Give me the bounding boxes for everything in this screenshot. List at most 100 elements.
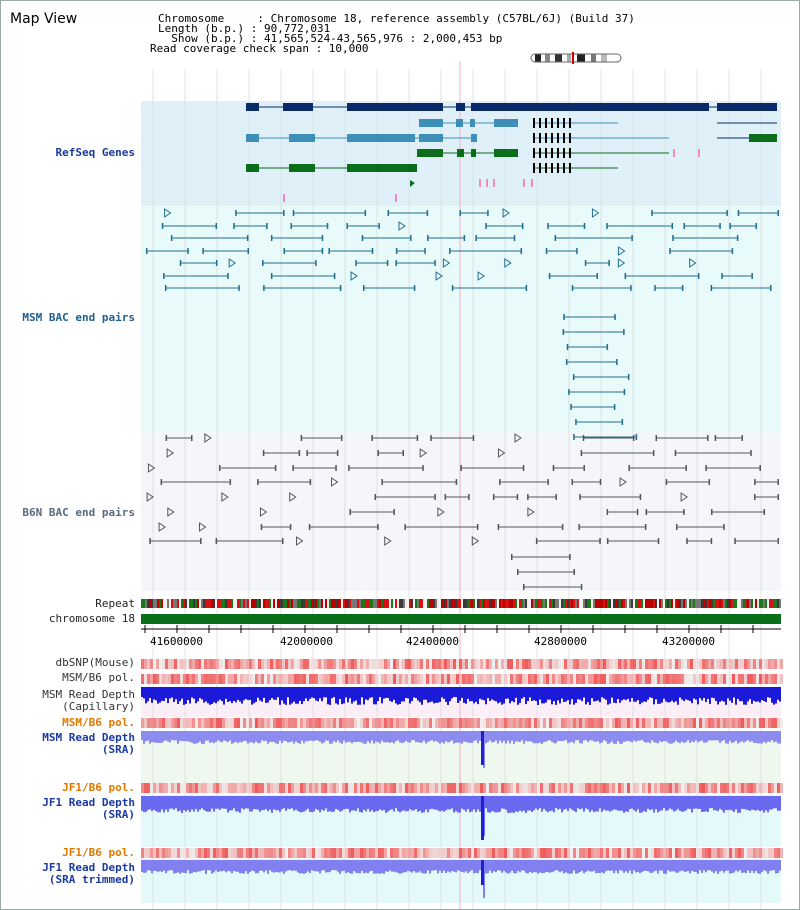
msm-sra-depth-bar <box>341 731 343 744</box>
msm-cap-depth-bar <box>373 687 375 705</box>
dbsnp-cell <box>234 659 237 669</box>
msm-pol2-cell <box>282 718 285 728</box>
refseq-track-label[interactable]: RefSeq Genes <box>55 146 135 159</box>
jf1-sra-depth-bar <box>469 796 471 813</box>
jf1-trim-depth-bar <box>513 860 515 874</box>
dbsnp-cell <box>423 659 426 669</box>
msm-pol-cell <box>300 674 303 684</box>
msm-bac-end <box>355 260 357 266</box>
msm-cap-depth-bar <box>189 687 191 704</box>
jf1-trim-depth-bar <box>751 860 753 871</box>
jf1-pol2-cell <box>372 848 375 858</box>
msm-bac-arrow <box>442 258 451 268</box>
msm-cap-depth-bar <box>577 687 579 700</box>
msm-cap-depth-bar <box>439 687 441 702</box>
jf1-trim-depth-bar <box>731 860 733 874</box>
repeat-segment <box>177 599 179 608</box>
msm-sra-depth-bar <box>681 731 683 742</box>
msm-sra-depth-bar <box>245 731 247 742</box>
jf1-pol2-cell <box>714 848 717 858</box>
jf1-sra-depth-bar <box>573 796 575 812</box>
msm-sra-depth-bar <box>571 731 573 742</box>
jf1-sra-depth-bar <box>625 796 627 812</box>
msm-bac-end <box>606 344 609 350</box>
dbsnp-cell <box>513 659 516 669</box>
msm-sra-depth-bar <box>503 731 505 741</box>
msm-cap-depth-bar <box>637 687 639 701</box>
jf1-sra-depth-bar <box>337 796 339 810</box>
gene-exon-tick <box>569 118 571 128</box>
jf1-pol2-cell <box>606 848 609 858</box>
msm-cap-depth-bar <box>625 687 627 701</box>
repeat-segment <box>155 599 157 608</box>
jf1-sra-depth-bar <box>597 796 599 812</box>
msm-pol2-cell <box>162 718 165 728</box>
jf1-trim-depth-bar <box>737 860 739 872</box>
msm-bac-end <box>170 235 173 241</box>
msm-bac-end <box>233 223 235 229</box>
jf1-sra-depth-bar <box>391 796 393 810</box>
dbsnp-cell <box>219 659 222 669</box>
b6n-bac-end <box>460 465 462 471</box>
jf1-sra-depth-bar <box>237 796 239 812</box>
b6n-bac-end <box>599 479 602 485</box>
gene-exon-tick <box>545 133 547 143</box>
b6n-bac-end <box>571 479 574 485</box>
jf1-pol2-cell <box>168 848 171 858</box>
jf1-sra-depth-bar <box>627 796 629 812</box>
repeat-segment <box>289 599 291 608</box>
jf1-trim-depth-bar <box>779 860 781 871</box>
msm-pol-cell <box>465 674 468 684</box>
repeat-track-label: Repeat <box>95 597 135 610</box>
msm-cap-depth-bar <box>463 687 465 703</box>
jf1-pol2-cell <box>489 848 492 858</box>
repeat-segment <box>475 599 477 608</box>
msm-pol-cell <box>351 674 354 684</box>
msm-sra-depth-bar <box>355 731 357 743</box>
jf1-pol-cell <box>393 783 396 793</box>
dbsnp-cell <box>261 659 264 669</box>
msm-bac-track-label[interactable]: MSM BAC end pairs <box>22 311 135 324</box>
b6n-bac-end <box>393 509 395 515</box>
msm-pol2-cell <box>648 718 651 728</box>
msm-pol2-cell <box>177 718 180 728</box>
msm-sra-depth-bar <box>377 731 379 743</box>
jf1-pol-cell <box>675 783 678 793</box>
msm-sra-depth-bar <box>549 731 551 741</box>
jf1-pol2-cell <box>579 848 582 858</box>
msm-pol-cell <box>684 674 687 684</box>
repeat-segment <box>245 599 247 608</box>
msm-pol-cell <box>384 674 387 684</box>
b6n-bac-arrow <box>331 477 339 487</box>
msm-pol2-cell <box>702 718 705 728</box>
repeat-segment <box>633 599 635 608</box>
jf1-sra-depth-bar <box>467 796 469 809</box>
dbsnp-cell <box>642 659 645 669</box>
msm-pol2-cell <box>747 718 750 728</box>
msm-sra-depth-bar <box>269 731 271 743</box>
msm-sra-depth-bar <box>513 731 515 744</box>
jf1-trim-depth-bar <box>445 860 447 873</box>
msm-cap-depth-bar <box>403 687 405 702</box>
chromosome-ideogram[interactable] <box>529 52 624 66</box>
repeat-segment <box>261 599 263 608</box>
msm-pol-cell <box>645 674 648 684</box>
msm-cap-depth-bar <box>739 687 741 702</box>
msm-bac-end <box>362 285 365 291</box>
jf1-pol2-cell <box>450 848 453 858</box>
msm-cap-depth-bar <box>475 687 477 702</box>
jf1-trim-depth-bar <box>653 860 655 872</box>
repeat-segment <box>259 599 261 608</box>
msm-cap-depth-bar <box>671 687 673 701</box>
jf1-pol2-cell <box>171 848 174 858</box>
dbsnp-cell <box>564 659 567 669</box>
jf1-pol2-cell <box>468 848 471 858</box>
jf1-trim-depth-bar <box>579 860 581 873</box>
msm-pol-cell <box>453 674 456 684</box>
repeat-segment <box>667 599 669 608</box>
jf1-pol-cell <box>159 783 162 793</box>
b6n-bac-track-label[interactable]: B6N BAC end pairs <box>22 506 135 519</box>
msm-pol2-cell <box>426 718 429 728</box>
jf1-trim-depth-bar <box>185 860 187 874</box>
